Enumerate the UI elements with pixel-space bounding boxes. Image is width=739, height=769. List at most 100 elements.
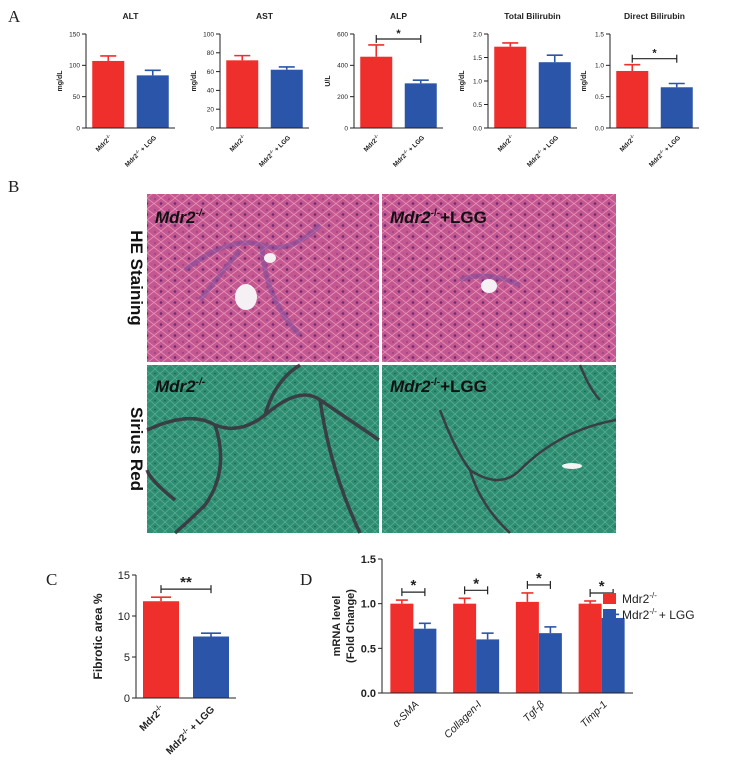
y-axis-label: mg/dL	[581, 70, 588, 92]
x-tick-label: Tgf-β	[521, 699, 547, 725]
y-tick-label: 1.0	[595, 63, 604, 70]
bar-timp-1-series-0	[578, 603, 602, 693]
y-tick-label: 10	[118, 611, 130, 623]
x-tick-label: Mdr2-/-	[618, 133, 638, 153]
significance-label: *	[599, 578, 605, 595]
y-tick-label: 400	[337, 63, 348, 70]
legend-label-mdr2: Mdr2-/-	[622, 591, 657, 606]
histology-label-sr-right: Mdr2-/-+LGG	[390, 377, 487, 396]
y-tick-label: 20	[207, 106, 215, 113]
row-label-he-staining: HE Staining	[127, 230, 146, 325]
chart-title: Direct Bilirubin	[624, 11, 685, 21]
bar-mdr2	[143, 601, 179, 698]
chart-alt: ALT 0 50 100 150 mg/dL Mdr2-/- Mdr2-/- + LGG	[57, 11, 175, 169]
x-tick-label: Mdr2-/- + LGG	[647, 133, 682, 168]
y-axis-label: Fibrotic area %	[91, 593, 105, 679]
bar-mdr2-lgg	[404, 83, 437, 128]
panel-label-b: B	[8, 177, 19, 196]
chart-direct-bilirubin: Direct Bilirubin 0.0 0.5 1.0 1.5 mg/dL Mdr2-/-…	[581, 11, 699, 169]
histology-label-sr-left: Mdr2-/-	[155, 377, 206, 396]
x-tick-label: Mdr2-/- + LGG	[123, 133, 158, 168]
y-axis-label: mg/dL	[459, 70, 466, 92]
panel-label-c: C	[46, 570, 57, 589]
y-axis-label: U/L	[325, 75, 332, 87]
bar-mdr2	[92, 60, 125, 128]
x-tick-label: Timp-1	[578, 699, 610, 731]
y-tick-label: 1.0	[473, 78, 482, 85]
y-tick-label: 100	[69, 63, 80, 70]
histology-label-he-left: Mdr2-/-	[155, 208, 206, 227]
y-tick-label: 50	[73, 94, 81, 101]
x-tick-label: Mdr2-/- + LGG	[391, 133, 426, 168]
y-tick-label: 5	[124, 652, 130, 664]
x-tick-label: Collagen-I	[442, 699, 484, 741]
y-tick-label: 0	[210, 125, 214, 132]
bar-mdr2-lgg	[538, 62, 571, 129]
histology-label-he-right: Mdr2-/-+LGG	[390, 208, 487, 227]
y-tick-label: 80	[207, 50, 215, 57]
bar-mdr2-lgg	[270, 69, 303, 128]
bar-tgf-series-1	[538, 633, 562, 693]
sirius-image-mdr2-lgg	[382, 365, 616, 533]
he-image-mdr2	[147, 194, 379, 362]
row-label-sirius-red: Sirius Red	[127, 407, 146, 491]
chart-total-bilirubin: Total Bilirubin 0.0 0.5 1.0 1.5 2.0 mg/dL Mdr2-…	[459, 11, 577, 169]
chart-title: Total Bilirubin	[504, 11, 561, 21]
x-tick-label: Mdr2-/-	[94, 133, 114, 153]
significance-label: *	[396, 28, 401, 40]
significance-label: *	[473, 575, 479, 592]
y-axis-label: mg/dL	[191, 70, 198, 92]
y-tick-label: 100	[203, 31, 214, 38]
chart-title: ALP	[390, 11, 407, 21]
x-tick-label: Mdr2-/-	[362, 133, 382, 153]
legend: Mdr2-/- Mdr2-/- + LGG	[603, 591, 695, 622]
bar-sma-series-1	[413, 628, 437, 693]
y-tick-label: 150	[69, 31, 80, 38]
chart-fibrotic-area: 0 5 10 15 Fibrotic area % Mdr2-/-Mdr2-/- + LG…	[91, 570, 236, 757]
bar-timp-1-series-1	[601, 617, 625, 693]
bar-mdr2-lgg	[136, 75, 169, 128]
y-tick-label: 600	[337, 31, 348, 38]
x-tick-label: Mdr2-/- + LGG	[525, 133, 560, 168]
legend-swatch-mdr2	[603, 593, 616, 604]
y-tick-label: 2.0	[473, 31, 482, 38]
y-axis-label-2: (Fold Change)	[345, 589, 357, 663]
chart-alp: ALP 0 200 400 600 U/L Mdr2-/- Mdr2-/- + LGG *	[325, 11, 443, 169]
he-portal-tract-right	[459, 273, 521, 293]
x-tick-label: Mdr2-/-	[137, 703, 168, 734]
chart-title: AST	[256, 11, 274, 21]
y-tick-label: 0.0	[473, 125, 482, 132]
y-axis-label: mRNA level	[331, 596, 343, 657]
significance-label: **	[180, 574, 192, 591]
significance-label: *	[652, 48, 657, 60]
bar-tgf-series-0	[515, 601, 539, 693]
histology-panel: Mdr2-/- Mdr2-/-+LGG Mdr2-/- Mdr2-/-+LGG …	[127, 194, 617, 535]
x-tick-label: Mdr2-/-	[228, 133, 248, 153]
panel-label-a: A	[8, 7, 21, 26]
x-tick-label: Mdr2-/-	[496, 133, 516, 153]
y-tick-label: 0	[76, 125, 80, 132]
bar-mdr2-lgg	[193, 636, 229, 698]
y-tick-label: 1.5	[595, 31, 604, 38]
bar-collagen-i-series-1	[476, 639, 500, 693]
y-tick-label: 0	[344, 125, 348, 132]
significance-label: *	[536, 570, 542, 587]
y-tick-label: 40	[207, 88, 215, 95]
legend-label-lgg: Mdr2-/- + LGG	[622, 607, 695, 622]
bar-mdr2	[494, 46, 527, 128]
y-tick-label: 200	[337, 94, 348, 101]
x-tick-label: α-SMA	[390, 699, 421, 730]
y-tick-label: 15	[118, 570, 130, 582]
y-tick-label: 60	[207, 69, 215, 76]
y-tick-label: 0.0	[361, 688, 376, 700]
sirius-image-mdr2	[147, 365, 379, 533]
he-portal-tract-left	[183, 223, 322, 337]
y-tick-label: 0	[124, 693, 130, 705]
bar-mdr2	[226, 60, 259, 128]
significance-label: *	[410, 577, 416, 594]
bar-mdr2	[360, 56, 393, 128]
sirius-septa-left	[145, 363, 380, 535]
chart-mrna-level: 0.0 0.5 1.0 1.5 mRNA level (Fold Change) * α-SM…	[331, 554, 633, 741]
y-tick-label: 0.5	[361, 643, 376, 655]
panel-label-d: D	[300, 570, 312, 589]
